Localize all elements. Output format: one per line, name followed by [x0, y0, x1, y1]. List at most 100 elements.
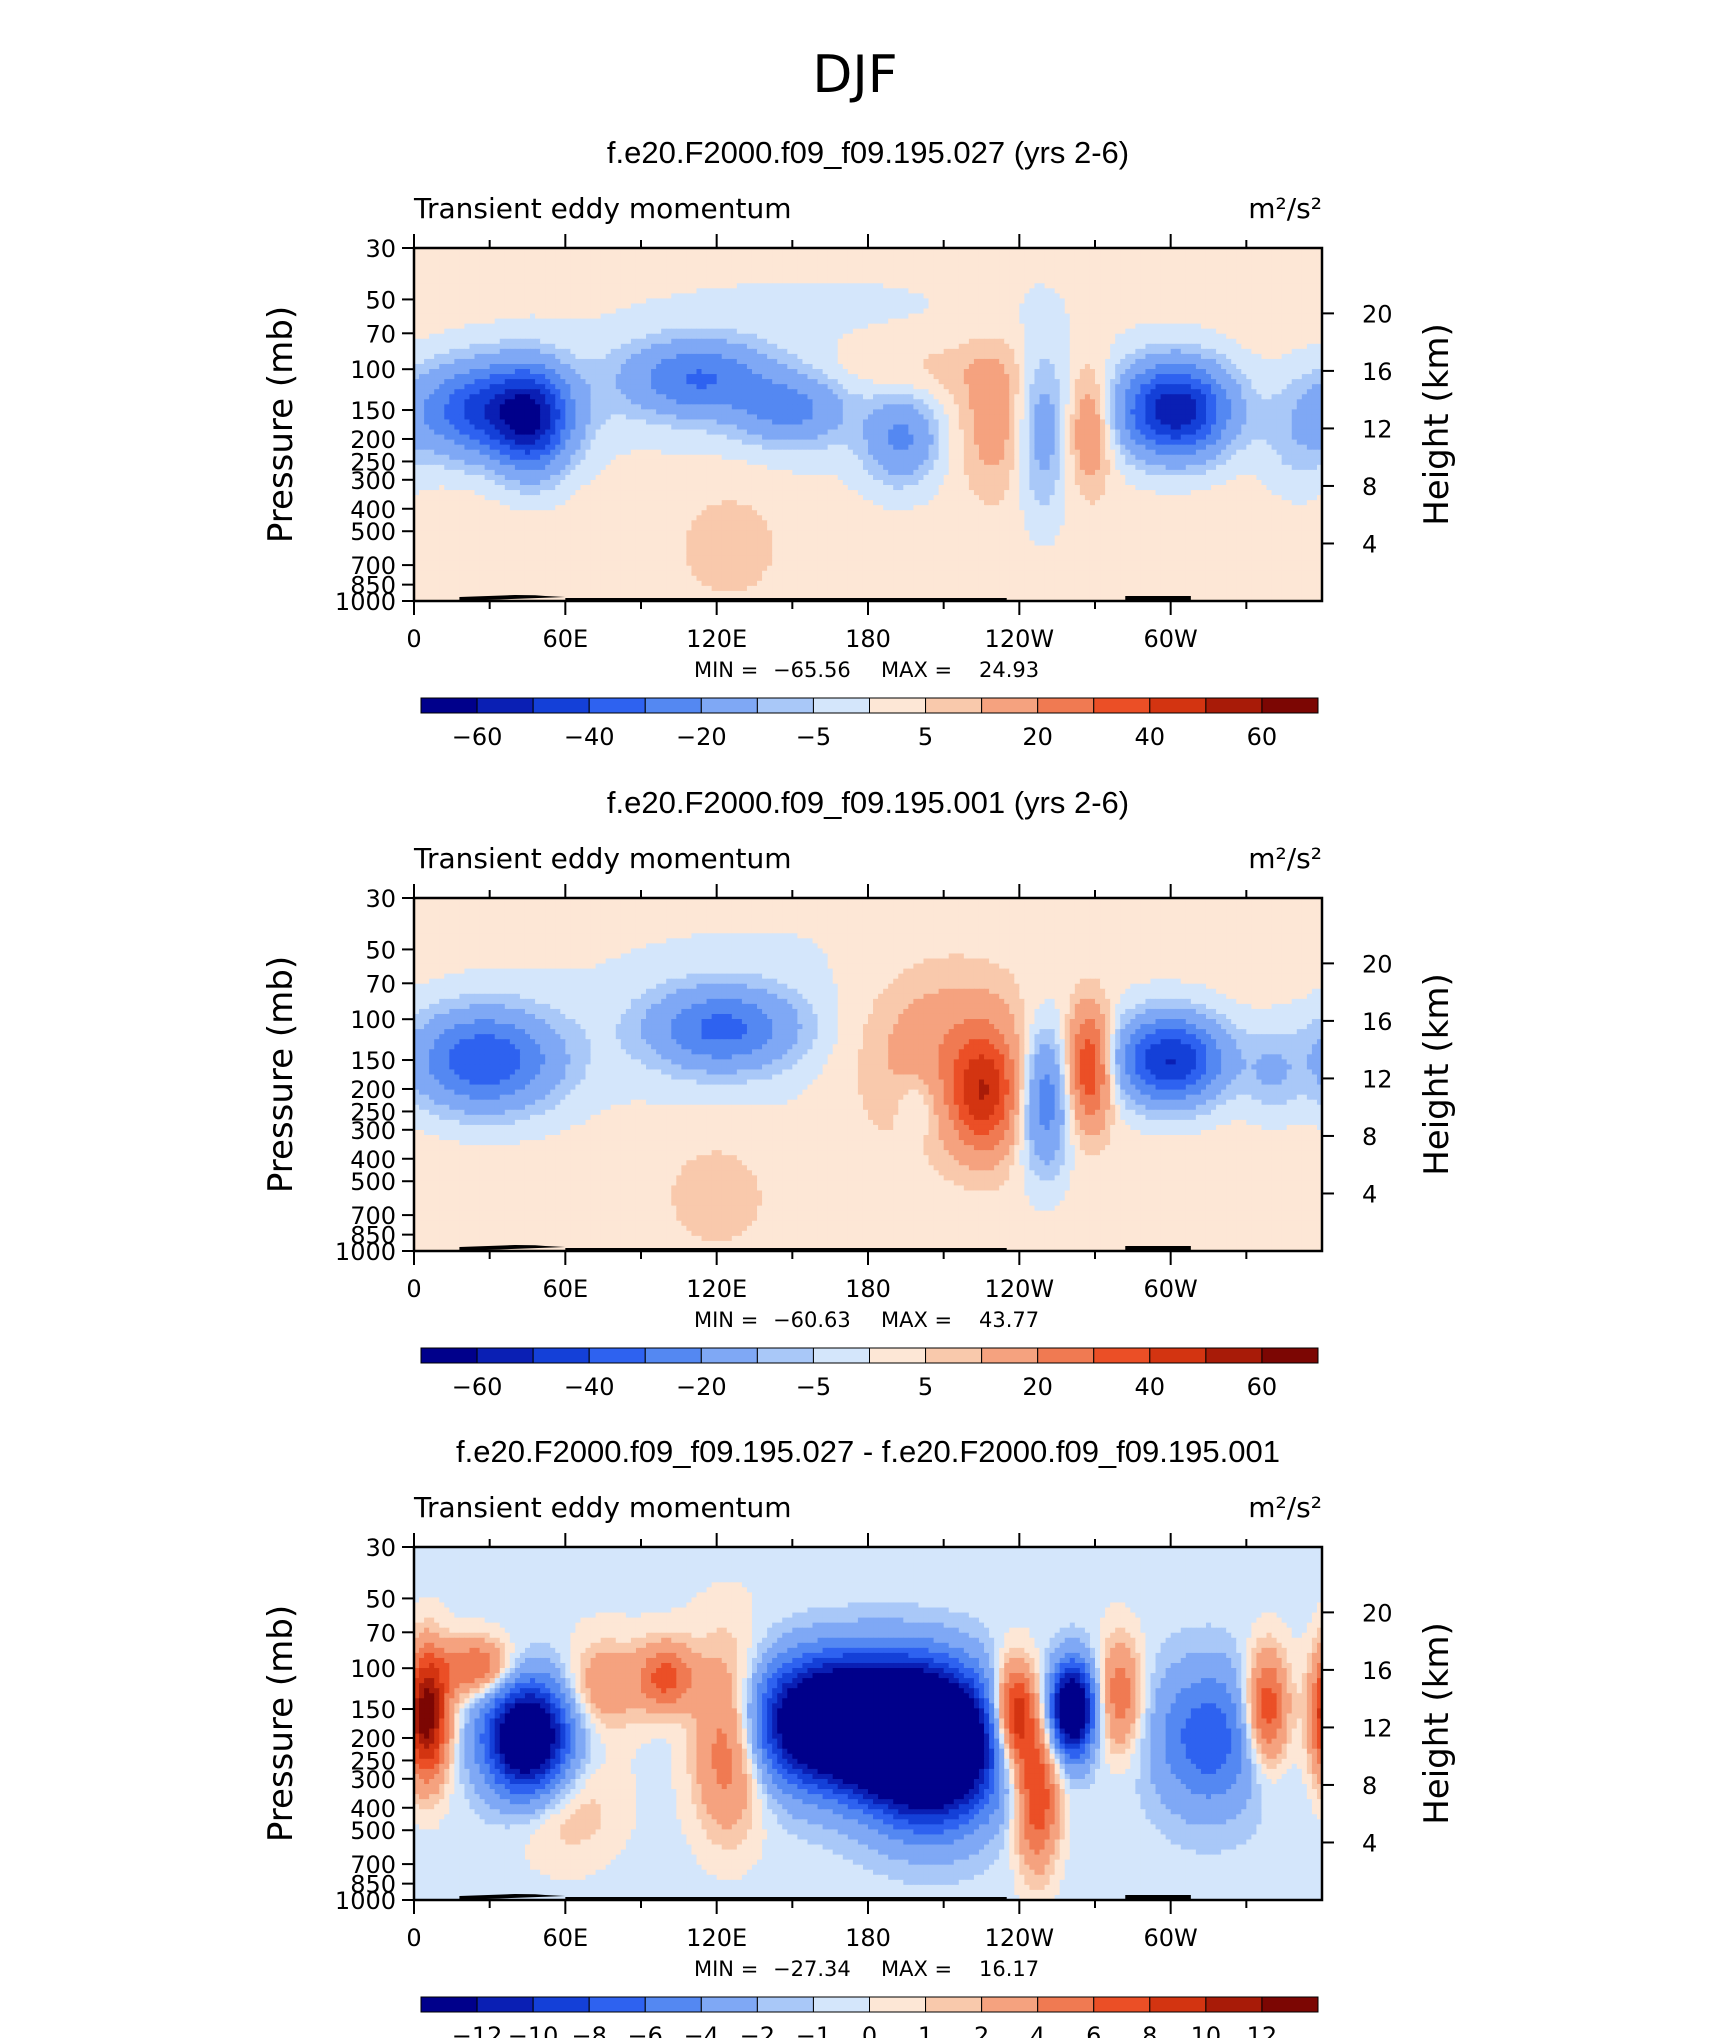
contour-cell — [812, 318, 819, 325]
contour-cell — [620, 338, 627, 345]
contour-cell — [1301, 358, 1308, 365]
contour-cell — [787, 323, 793, 330]
contour-cell — [464, 323, 471, 330]
contour-cell — [575, 288, 582, 294]
contour-cell — [873, 328, 879, 335]
contour-cell — [620, 258, 627, 264]
contour-cell — [494, 248, 501, 254]
contour-cell — [847, 379, 854, 385]
contour-cell — [661, 358, 667, 365]
contour-cell — [625, 268, 632, 274]
contour-cell — [923, 278, 930, 284]
contour-cell — [1211, 273, 1217, 279]
contour-cell — [1286, 318, 1293, 325]
contour-cell — [1135, 303, 1141, 310]
contour-cell — [1074, 313, 1081, 320]
contour-cell — [1049, 338, 1056, 345]
contour-cell — [933, 268, 940, 274]
contour-cell — [802, 263, 809, 269]
contour-cell — [1130, 253, 1136, 259]
contour-cell — [570, 318, 577, 325]
contour-cell — [671, 253, 677, 259]
contour-cell — [741, 273, 748, 279]
contour-cell — [772, 273, 778, 279]
contour-cell — [1276, 363, 1283, 370]
contour-cell — [1246, 363, 1252, 370]
contour-cell — [1190, 343, 1197, 350]
contour-cell — [635, 338, 642, 345]
contour-cell — [575, 328, 582, 335]
contour-cell — [762, 308, 768, 315]
contour-cell — [842, 298, 849, 305]
contour-cell — [656, 358, 662, 365]
contour-cell — [978, 343, 985, 350]
contour-cell — [595, 283, 602, 289]
contour-cell — [721, 348, 728, 355]
contour-cell — [868, 318, 874, 325]
contour-cell — [782, 363, 788, 370]
contour-cell — [1185, 374, 1192, 380]
contour-cell — [620, 328, 627, 335]
contour-cell — [1180, 328, 1187, 335]
contour-cell — [1150, 374, 1157, 380]
contour-cell — [847, 358, 854, 365]
contour-cell — [842, 318, 849, 325]
contour-cell — [968, 278, 975, 284]
contour-cell — [701, 268, 708, 274]
contour-cell — [999, 298, 1005, 305]
contour-cell — [439, 353, 445, 360]
contour-cell — [625, 363, 632, 370]
contour-cell — [1236, 288, 1242, 294]
contour-cell — [999, 263, 1005, 269]
contour-cell — [751, 253, 758, 259]
contour-cell — [1246, 248, 1252, 254]
contour-cell — [989, 374, 995, 380]
contour-cell — [943, 353, 950, 360]
contour-cell — [802, 283, 809, 289]
contour-cell — [651, 288, 657, 294]
contour-cell — [777, 283, 783, 289]
contour-cell — [782, 358, 788, 365]
contour-cell — [1211, 288, 1217, 294]
contour-cell — [862, 384, 869, 390]
contour-cell — [600, 273, 607, 279]
contour-cell — [1175, 333, 1182, 340]
contour-cell — [620, 253, 627, 259]
contour-cell — [1004, 338, 1010, 345]
contour-cell — [842, 263, 849, 269]
contour-cell — [1316, 363, 1322, 370]
contour-cell — [1231, 258, 1237, 264]
contour-cell — [585, 363, 592, 370]
contour-cell — [842, 323, 849, 330]
contour-cell — [449, 253, 455, 259]
contour-cell — [519, 273, 526, 279]
contour-cell — [509, 363, 516, 370]
contour-cell — [1195, 258, 1202, 264]
contour-cell — [1286, 343, 1293, 350]
contour-cell — [1079, 308, 1086, 315]
contour-cell — [1044, 353, 1051, 360]
contour-cell — [711, 273, 718, 279]
contour-cell — [797, 384, 804, 390]
contour-cell — [1246, 313, 1252, 320]
contour-cell — [913, 313, 920, 320]
contour-cell — [595, 333, 602, 340]
contour-cell — [1241, 263, 1247, 269]
contour-cell — [757, 303, 763, 310]
contour-cell — [676, 278, 682, 284]
contour-cell — [973, 369, 980, 375]
contour-cell — [1049, 384, 1056, 390]
contour-cell — [681, 353, 687, 360]
contour-cell — [1024, 283, 1031, 289]
contour-cell — [656, 253, 662, 259]
contour-cell — [726, 323, 733, 330]
contour-cell — [580, 333, 587, 340]
contour-cell — [1110, 318, 1116, 325]
contour-cell — [736, 308, 743, 315]
contour-cell — [1301, 338, 1308, 345]
contour-cell — [787, 369, 793, 375]
contour-cell — [519, 379, 526, 385]
contour-cell — [726, 293, 733, 300]
contour-cell — [1044, 273, 1051, 279]
contour-cell — [444, 318, 450, 325]
